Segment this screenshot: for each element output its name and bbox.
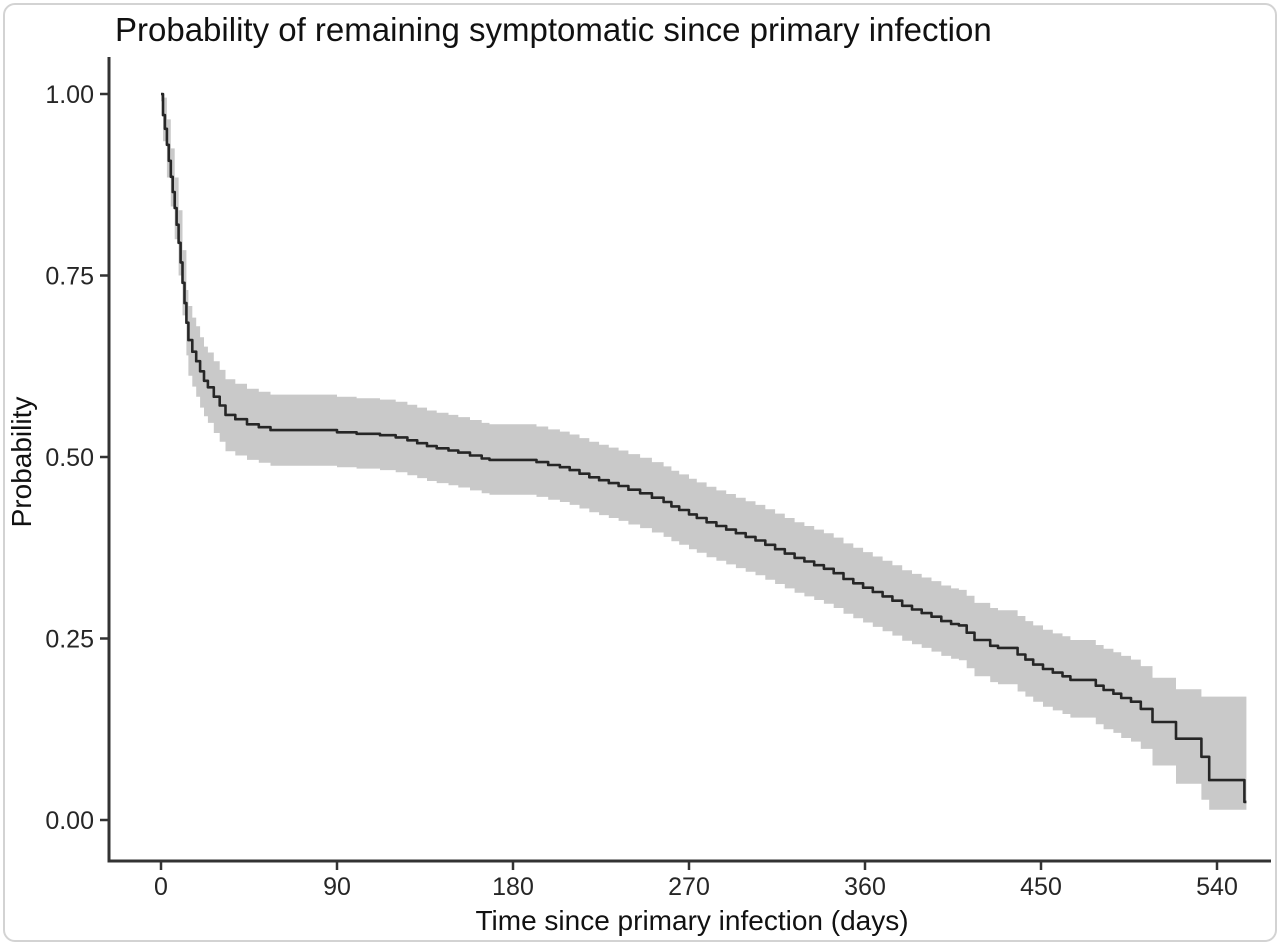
x-tick-label: 90 xyxy=(323,873,351,901)
chart-title: Probability of remaining symptomatic sin… xyxy=(115,11,992,48)
confidence-band xyxy=(161,94,1247,810)
figure-card: Probability of remaining symptomatic sin… xyxy=(3,3,1277,942)
x-tick-label: 270 xyxy=(668,873,710,901)
y-axis-ticks: 1.00 0.75 0.50 0.25 0.00 xyxy=(45,81,109,835)
x-axis-title: Time since primary infection (days) xyxy=(475,905,909,936)
y-tick-label: 1.00 xyxy=(45,81,94,109)
x-tick-label: 540 xyxy=(1196,873,1238,901)
y-tick-label: 0.25 xyxy=(45,626,94,654)
x-tick-label: 360 xyxy=(844,873,886,901)
x-axis-ticks: 0 90 180 270 360 450 540 xyxy=(154,861,1238,901)
y-tick-label: 0.75 xyxy=(45,263,94,291)
y-tick-label: 0.00 xyxy=(45,807,94,835)
survival-step-curve xyxy=(161,92,1247,804)
y-tick-label: 0.50 xyxy=(45,444,94,472)
x-tick-label: 0 xyxy=(154,873,168,901)
x-tick-label: 450 xyxy=(1020,873,1062,901)
km-plot-canvas: 0 90 180 270 360 450 540 1.00 0.75 0.50 0.25 0.00 xyxy=(45,57,1271,901)
x-tick-label: 180 xyxy=(492,873,534,901)
